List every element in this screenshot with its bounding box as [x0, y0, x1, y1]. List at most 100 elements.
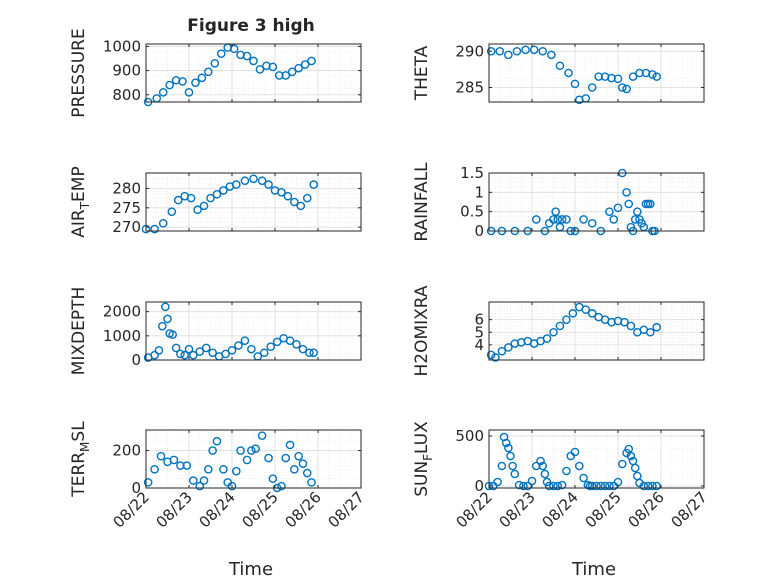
data-point: [281, 71, 291, 80]
data-point: [176, 349, 185, 359]
data-point: [296, 201, 306, 211]
data-point: [557, 215, 567, 224]
axes-box: [488, 429, 705, 489]
data-point: [504, 343, 513, 352]
x-tick-label: 08/23: [496, 488, 539, 531]
data-point: [510, 469, 520, 479]
data-point: [624, 199, 634, 209]
data-point: [307, 478, 316, 487]
data-point: [182, 461, 192, 470]
data-point: [592, 481, 601, 491]
data-point: [287, 67, 297, 77]
y-tick-label: 0: [474, 477, 484, 495]
data-point: [549, 327, 558, 337]
data-point: [184, 344, 194, 354]
data-point: [645, 199, 655, 209]
y-tick-label: 280: [112, 179, 141, 197]
data-point: [570, 447, 580, 457]
data-point: [547, 50, 556, 60]
x-tick-label: 08/24: [196, 488, 239, 531]
data-point: [532, 215, 541, 224]
data-point: [169, 455, 179, 465]
data-point: [247, 446, 256, 455]
data-point: [298, 344, 308, 354]
data-point: [557, 480, 567, 490]
data-point: [508, 461, 517, 471]
data-point: [227, 481, 237, 491]
y-axis-label: RAINFALL: [412, 162, 432, 242]
data-point: [652, 481, 662, 491]
data-point: [493, 477, 502, 487]
data-point: [562, 315, 571, 324]
y-tick-label: 4: [474, 336, 484, 354]
data-point: [161, 302, 170, 312]
data-point: [285, 440, 295, 450]
data-point: [302, 468, 312, 478]
data-point: [180, 350, 189, 360]
data-point: [249, 174, 258, 184]
axes-box: [145, 172, 362, 232]
x-tick-label: 08/27: [325, 488, 368, 531]
data-point: [305, 348, 314, 358]
data-point: [536, 456, 545, 466]
data-point: [514, 480, 524, 490]
data-point: [309, 180, 319, 189]
data-point: [277, 481, 286, 491]
data-point: [648, 481, 657, 491]
data-point: [495, 46, 505, 56]
data-point: [553, 481, 563, 491]
data-point: [188, 350, 198, 360]
data-point: [167, 207, 177, 216]
data-point: [268, 474, 278, 483]
data-point: [562, 466, 571, 476]
data-point: [204, 464, 213, 474]
axes-background: [146, 173, 361, 231]
data-point: [143, 478, 153, 487]
y-axis-label: MIXDEPTH: [69, 287, 89, 376]
data-point: [618, 459, 627, 469]
data-point: [579, 473, 588, 483]
data-point: [274, 71, 284, 80]
data-point: [285, 336, 295, 345]
data-point: [216, 49, 226, 58]
data-point: [506, 451, 515, 461]
data-point: [150, 224, 159, 234]
data-point: [178, 77, 187, 86]
data-point: [538, 461, 548, 471]
data-point: [504, 50, 513, 60]
data-point: [231, 180, 241, 189]
data-point: [257, 176, 267, 186]
axes-box: [145, 43, 362, 103]
data-point: [609, 215, 619, 224]
data-point: [212, 189, 222, 199]
data-point: [553, 215, 563, 224]
x-tick-label: 08/26: [282, 488, 325, 531]
data-point: [264, 453, 273, 463]
data-point: [555, 61, 565, 71]
data-point: [290, 464, 299, 474]
data-point: [501, 438, 511, 448]
data-point: [186, 193, 196, 203]
data-point: [219, 464, 228, 474]
data-point: [581, 305, 591, 314]
data-point: [564, 68, 573, 78]
y-axis-label: H2OMIXRA: [412, 285, 432, 376]
data-point: [504, 443, 513, 453]
data-point: [527, 476, 537, 486]
data-point: [626, 451, 636, 461]
data-point: [587, 309, 597, 318]
data-point: [521, 45, 530, 55]
axes-box: [145, 301, 362, 361]
data-point: [575, 461, 584, 471]
data-point: [587, 218, 597, 228]
data-point: [277, 188, 286, 197]
data-point: [188, 476, 198, 485]
y-tick-label: 285: [455, 79, 484, 97]
axes-background: [489, 173, 704, 231]
data-point: [195, 481, 205, 491]
y-axis-label: PRESSURE: [69, 28, 89, 117]
data-point: [229, 44, 239, 54]
data-point: [622, 188, 631, 197]
data-point: [652, 322, 662, 332]
x-tick-label: 08/25: [239, 488, 282, 531]
